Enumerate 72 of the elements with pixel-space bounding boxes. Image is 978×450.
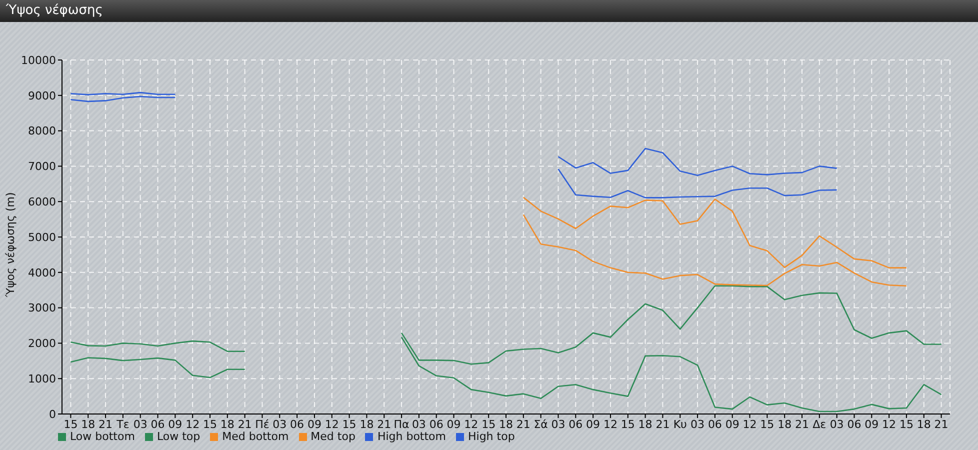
x-tick-label: 15 bbox=[203, 418, 217, 431]
x-tick-label: 06 bbox=[708, 418, 722, 431]
y-tick-label: 1000 bbox=[28, 372, 56, 386]
x-tick-label: 18 bbox=[499, 418, 513, 431]
x-tick-label: 15 bbox=[342, 418, 356, 431]
x-tick-label: 15 bbox=[64, 418, 78, 431]
x-tick-label: 21 bbox=[377, 418, 392, 431]
x-tick-label: 03 bbox=[272, 418, 287, 431]
x-tick-label: 21 bbox=[238, 418, 252, 431]
legend-label: Med bottom bbox=[222, 430, 289, 443]
legend-label: Low top bbox=[156, 430, 200, 443]
y-tick-label: 3000 bbox=[28, 302, 56, 315]
x-tick-label: Δε bbox=[812, 418, 826, 431]
y-tick-label: 2000 bbox=[28, 337, 56, 350]
y-tick-label: 0 bbox=[49, 408, 56, 421]
x-tick-label: 15 bbox=[760, 418, 774, 431]
x-tick-label: 03 bbox=[412, 418, 426, 431]
x-tick-label: 18 bbox=[916, 418, 931, 431]
legend-label: High top bbox=[468, 430, 515, 443]
x-tick-label: 18 bbox=[638, 418, 652, 431]
x-tick-label: 06 bbox=[847, 418, 862, 431]
y-tick-label: 10000 bbox=[21, 54, 56, 67]
x-tick-label: 18 bbox=[778, 418, 792, 431]
x-tick-label: 09 bbox=[446, 418, 461, 431]
x-tick-label: 12 bbox=[324, 418, 339, 431]
x-tick-label: 03 bbox=[551, 418, 566, 431]
x-tick-label: Τε bbox=[116, 418, 130, 431]
x-tick-label: 03 bbox=[830, 418, 844, 431]
x-tick-label: 18 bbox=[360, 418, 374, 431]
y-tick-label: 8000 bbox=[28, 124, 56, 138]
y-tick-label: 6000 bbox=[28, 196, 56, 209]
x-tick-label: 06 bbox=[150, 418, 165, 431]
x-tick-label: 21 bbox=[516, 418, 530, 431]
y-tick-label: 5000 bbox=[28, 230, 56, 244]
x-tick-label: 06 bbox=[290, 418, 304, 431]
x-tick-label: Πέ bbox=[255, 418, 270, 431]
x-tick-label: 09 bbox=[307, 418, 322, 431]
legend-label: High bottom bbox=[377, 430, 446, 443]
x-tick-label: 09 bbox=[725, 418, 740, 431]
x-tick-label: 15 bbox=[620, 418, 635, 431]
legend-label: Low bottom bbox=[70, 430, 135, 443]
line-series bbox=[522, 214, 908, 286]
y-tick-label: 4000 bbox=[28, 266, 56, 280]
y-axis-title: Ύψος νέφωσης (m) bbox=[4, 192, 17, 298]
x-tick-label: 09 bbox=[168, 418, 182, 431]
y-tick-label: 9000 bbox=[28, 89, 56, 102]
y-tick-label: 7000 bbox=[28, 160, 56, 174]
x-tick-label: Σά bbox=[534, 418, 548, 431]
x-tick-label: 06 bbox=[568, 418, 583, 431]
x-tick-label: 12 bbox=[603, 418, 618, 431]
x-tick-label: 03 bbox=[133, 418, 148, 431]
legend-label: Med top bbox=[310, 430, 356, 443]
x-tick-label: 18 bbox=[220, 418, 234, 431]
x-tick-label: 12 bbox=[742, 418, 757, 431]
x-tick-label: 09 bbox=[586, 418, 600, 431]
x-tick-label: 12 bbox=[186, 418, 200, 431]
x-tick-label: 21 bbox=[934, 418, 948, 431]
x-tick-label: 18 bbox=[81, 418, 96, 431]
x-tick-label: 12 bbox=[464, 418, 478, 431]
x-tick-label: 15 bbox=[482, 418, 496, 431]
line-series bbox=[522, 196, 908, 268]
x-tick-label: 21 bbox=[656, 418, 670, 431]
x-tick-label: Πα bbox=[394, 418, 410, 431]
x-tick-label: 12 bbox=[882, 418, 896, 431]
x-tick-label: 15 bbox=[899, 418, 914, 431]
x-tick-label: 06 bbox=[429, 418, 444, 431]
x-tick-label: 09 bbox=[864, 418, 879, 431]
x-tick-label: 03 bbox=[690, 418, 705, 431]
x-tick-label: 21 bbox=[98, 418, 113, 431]
x-tick-label: 21 bbox=[795, 418, 809, 431]
chart-title: Ύψος νέφωσης bbox=[0, 0, 978, 22]
x-tick-label: Κυ bbox=[673, 418, 687, 431]
